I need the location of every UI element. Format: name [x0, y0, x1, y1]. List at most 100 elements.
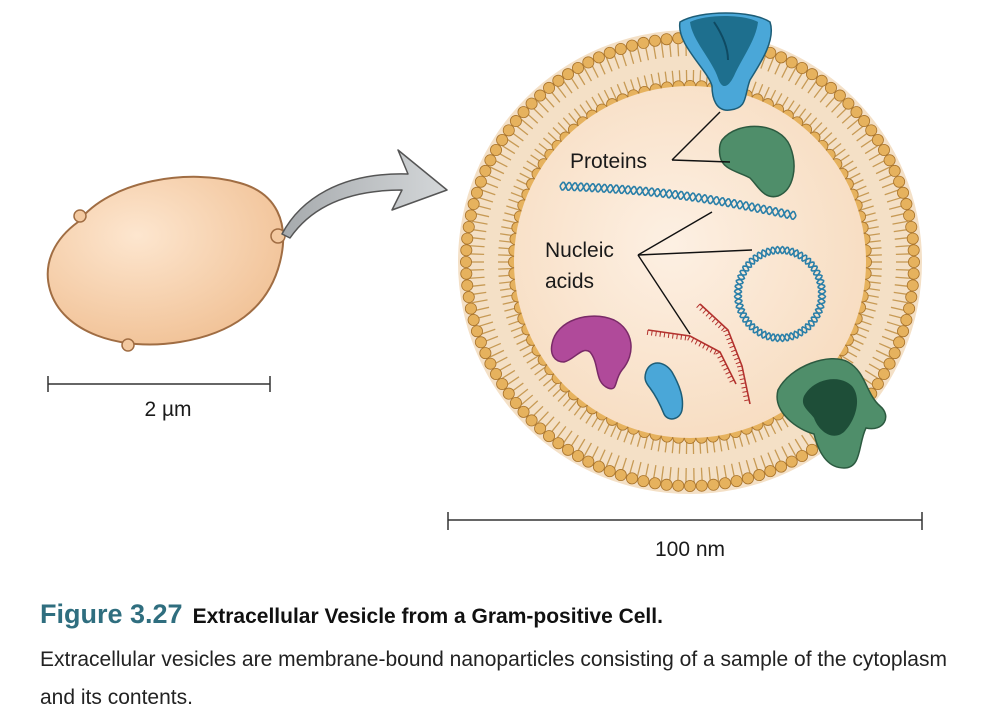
lipid-tail	[864, 369, 880, 380]
lipid-head	[464, 302, 477, 315]
rna-base	[729, 379, 735, 383]
rna-base	[719, 359, 725, 363]
lipid-head	[707, 478, 720, 491]
lipid-tail	[774, 93, 783, 107]
lipid-head	[460, 267, 473, 280]
lipid-tail	[468, 244, 485, 248]
rna-base	[737, 365, 743, 368]
lipid-tail	[864, 144, 880, 155]
lipid-head	[614, 42, 627, 55]
lipid-head	[877, 143, 890, 156]
protein-magenta	[550, 315, 632, 390]
lipid-tail	[884, 188, 901, 196]
lipid-tail	[536, 411, 549, 424]
rna-base	[676, 334, 678, 340]
lipid-head	[775, 51, 788, 64]
lipid-tail	[568, 399, 579, 412]
lipid-head	[900, 313, 913, 326]
rna-backbone	[699, 303, 751, 405]
lipid-head	[660, 478, 673, 491]
lipid-tail	[526, 160, 540, 169]
lipid-head	[764, 465, 777, 478]
lipid-head	[562, 443, 575, 456]
dna-strand	[559, 181, 797, 221]
lipid-tail	[555, 425, 567, 440]
lipid-tail	[479, 328, 496, 336]
proteins-leader	[671, 111, 721, 161]
lipid-tail	[534, 366, 547, 376]
lipid-head	[893, 175, 906, 188]
lipid-tail	[767, 56, 775, 72]
lipid-head	[648, 34, 661, 47]
rna-base	[714, 320, 720, 326]
lipid-head	[796, 62, 809, 75]
lipid-head	[462, 220, 475, 233]
rna-base	[717, 355, 723, 359]
lipid-tail	[750, 428, 757, 443]
lipid-head	[502, 387, 515, 400]
lipid-tail	[555, 84, 567, 99]
rna-base	[725, 371, 731, 375]
nucleic-acids-label-line2: acids	[545, 270, 594, 293]
lipid-tail	[597, 417, 606, 431]
lipid-head	[582, 56, 595, 69]
rna-base	[655, 331, 657, 337]
lipid-head	[907, 267, 920, 280]
lipid-head	[534, 422, 547, 435]
rna-base	[727, 375, 733, 379]
lipid-head	[461, 279, 474, 292]
rna-base	[742, 390, 748, 393]
lipid-tail	[811, 122, 823, 134]
lipid-tail	[657, 437, 662, 452]
lipid-head	[871, 377, 884, 390]
lipid-head	[858, 115, 871, 128]
leader-lines	[637, 111, 753, 335]
lipid-tail	[671, 439, 675, 454]
curved-arrow	[281, 149, 448, 239]
lipid-tail	[500, 369, 516, 380]
lipid-head	[775, 460, 788, 473]
figure-number: Figure 3.27	[40, 599, 183, 629]
lipid-head	[484, 154, 497, 167]
rna-base	[709, 347, 713, 353]
lipid-head	[517, 106, 530, 119]
lipid-tail	[788, 442, 797, 458]
lipid-tail	[597, 93, 606, 107]
lipid-tail	[557, 390, 569, 402]
cell-bleb	[73, 209, 87, 223]
lipid-head	[496, 377, 509, 390]
lipid-head	[474, 175, 487, 188]
lipid-head	[467, 198, 480, 211]
rna-base	[723, 367, 729, 371]
rna-base	[690, 337, 695, 343]
rna-base	[705, 345, 710, 351]
lipid-head	[660, 33, 673, 46]
lipid-tail	[568, 112, 579, 125]
rna-base	[738, 373, 744, 376]
lipid-tail	[886, 321, 903, 328]
lipid-head	[672, 479, 685, 492]
lipid-head	[730, 475, 743, 488]
lipid-tail	[671, 70, 675, 85]
rna-strand	[696, 303, 751, 405]
lipid-tail	[477, 321, 494, 328]
lipid-tail	[502, 219, 517, 224]
lipid-head	[637, 36, 650, 49]
lipid-head	[900, 198, 913, 211]
lipid-head	[893, 336, 906, 349]
caption-text: Extracellular vesicles are membrane-boun…	[40, 648, 947, 709]
lipid-tail	[884, 328, 901, 336]
lipid-tail	[774, 417, 783, 431]
rna-base	[743, 395, 749, 398]
rna-base	[727, 341, 733, 345]
lipid-head	[833, 89, 846, 102]
lipid-head	[897, 325, 910, 338]
lipid-head	[906, 279, 919, 292]
membrane-protein-blue	[679, 12, 772, 111]
lipid-head	[785, 455, 798, 468]
rna-base	[696, 303, 701, 309]
lipid-tail	[583, 66, 592, 82]
rna-base	[705, 312, 710, 317]
lipid-tail	[506, 205, 520, 211]
lipid-tail	[892, 220, 909, 225]
